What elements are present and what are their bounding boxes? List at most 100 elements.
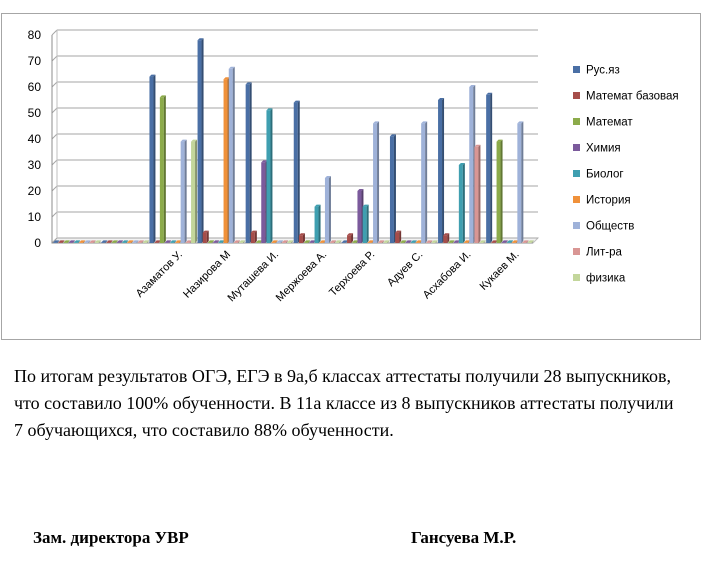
bar-side xyxy=(430,240,433,243)
bar-Математ-5 xyxy=(304,242,309,243)
bar-Обществ-0 xyxy=(84,242,89,243)
bar-Математ базовая-0 xyxy=(58,242,63,243)
bar-Обществ-5 xyxy=(324,178,329,243)
bar-Математ-8 xyxy=(448,242,453,243)
bar-top xyxy=(506,240,513,243)
bar-Обществ-2 xyxy=(180,141,185,243)
bar-top xyxy=(389,134,396,137)
bar-side xyxy=(270,108,273,244)
bar-Обществ-8 xyxy=(469,87,474,243)
bar-top xyxy=(362,204,369,207)
bar-side xyxy=(510,240,513,243)
legend-swatch xyxy=(573,92,580,99)
bar-side xyxy=(254,230,257,243)
bar-Обществ-9 xyxy=(517,123,522,243)
legend-label: Математ xyxy=(586,117,633,129)
bar-top xyxy=(479,240,486,243)
bar-side xyxy=(131,240,134,243)
bar-side xyxy=(280,240,283,243)
bar-top xyxy=(330,240,337,243)
bar-side xyxy=(78,240,81,243)
bar-side xyxy=(521,121,524,243)
bar-физика-3 xyxy=(239,242,244,243)
bar-История-6 xyxy=(367,242,372,243)
bar-top xyxy=(63,240,70,243)
bar-физика-8 xyxy=(479,242,484,243)
bar-side xyxy=(232,66,235,243)
bar-top xyxy=(324,176,331,178)
bar-Рус.яз-1 xyxy=(101,242,106,243)
bar-side xyxy=(447,233,450,243)
bar-top xyxy=(458,163,465,165)
bar-top xyxy=(142,240,149,243)
bar-side xyxy=(211,240,214,243)
bar-Рус.яз-6 xyxy=(341,242,346,243)
bar-top xyxy=(111,240,118,243)
bar-История-4 xyxy=(271,242,276,243)
bar-side xyxy=(88,240,91,243)
bar-top xyxy=(191,139,198,142)
bar-side xyxy=(435,240,438,243)
bar-top xyxy=(357,189,364,191)
bar-top xyxy=(197,38,204,41)
bar-Математ-3 xyxy=(207,242,212,243)
bar-Лит-ра-5 xyxy=(330,242,335,243)
bar-side xyxy=(163,95,166,244)
bar-side xyxy=(462,163,465,243)
bar-top xyxy=(304,240,311,243)
bar-side xyxy=(366,204,369,243)
bar-Химия-4 xyxy=(261,162,266,243)
bar-top xyxy=(89,240,96,243)
bar-Биолог-2 xyxy=(170,242,175,243)
bar-side xyxy=(206,230,209,243)
bar-side xyxy=(387,240,390,243)
bar-Математ-7 xyxy=(400,242,405,243)
bar-side xyxy=(478,144,481,243)
bar-Лит-ра-0 xyxy=(89,242,94,243)
legend-label: Химия xyxy=(586,143,621,155)
bar-side xyxy=(146,240,149,243)
bar-Лит-ра-6 xyxy=(378,242,383,243)
bar-top xyxy=(517,121,524,124)
bar-side xyxy=(249,82,252,244)
bar-Математ-6 xyxy=(352,242,357,243)
bar-физика-5 xyxy=(335,242,340,243)
x-tick-label: Адуев С. xyxy=(385,249,425,289)
bar-top xyxy=(453,240,460,243)
legend-label: Обществ xyxy=(586,221,634,233)
bar-top xyxy=(180,139,187,142)
bar-side xyxy=(318,204,321,243)
bar-side xyxy=(195,139,198,243)
legend-swatch xyxy=(573,144,580,151)
x-tick-label: Терхоева Р. xyxy=(327,249,377,299)
bar-Рус.яз-0 xyxy=(53,242,58,243)
bar-История-8 xyxy=(464,242,469,243)
bar-top xyxy=(165,240,172,243)
bar-Рус.яз-7 xyxy=(389,136,394,243)
bar-top xyxy=(256,240,263,243)
bar-Биолог-7 xyxy=(410,242,415,243)
bar-top xyxy=(261,160,268,163)
bar-top xyxy=(383,240,390,243)
bar-Рус.яз-2 xyxy=(149,76,154,243)
bar-физика-0 xyxy=(94,242,99,243)
gridline-depth xyxy=(51,81,58,88)
bar-side xyxy=(334,240,337,243)
x-tick-label: Мержоева А. xyxy=(274,249,329,304)
bar-top xyxy=(94,240,101,243)
bar-top xyxy=(501,240,508,243)
bar-top xyxy=(426,240,433,243)
bar-side xyxy=(409,240,412,243)
bar-top xyxy=(245,82,252,85)
bar-side xyxy=(404,240,407,243)
bar-top xyxy=(223,77,230,80)
bar-Математ базовая-7 xyxy=(395,232,400,243)
bar-История-0 xyxy=(79,242,84,243)
legend-label: физика xyxy=(586,273,626,285)
y-tick-label: 10 xyxy=(28,210,42,224)
bar-top xyxy=(287,240,294,243)
bar-top xyxy=(341,240,348,243)
legend-label: Рус.яз xyxy=(586,65,620,77)
bar-top xyxy=(132,240,139,243)
bar-side xyxy=(351,233,354,243)
